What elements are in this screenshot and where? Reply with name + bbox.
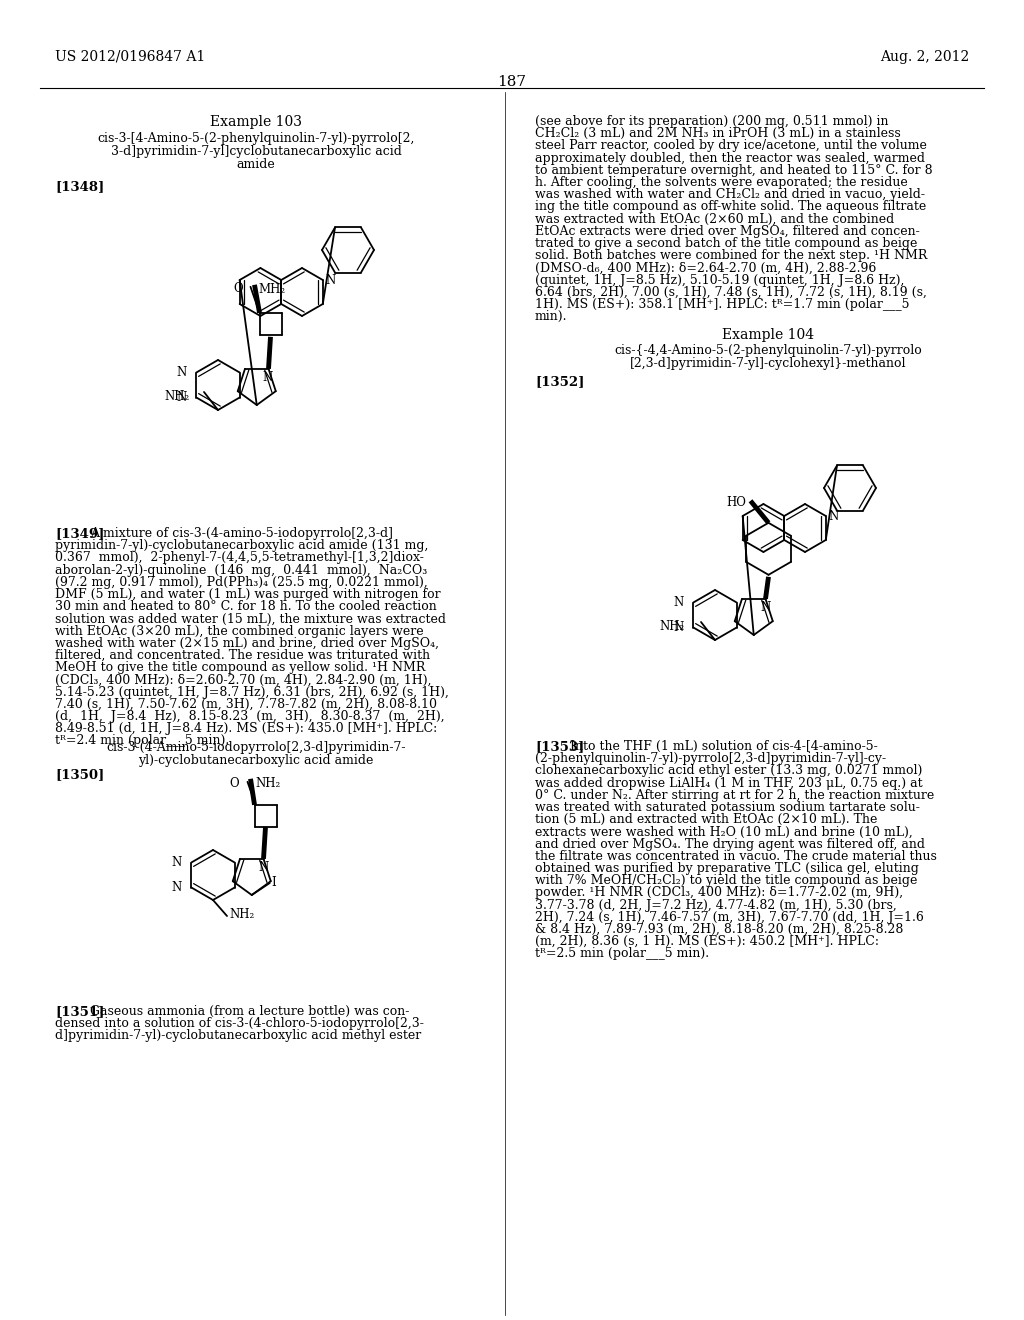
Text: O: O: [229, 777, 239, 791]
Text: (see above for its preparation) (200 mg, 0.511 mmol) in: (see above for its preparation) (200 mg,…: [535, 115, 889, 128]
Text: Example 104: Example 104: [722, 327, 814, 342]
Text: US 2012/0196847 A1: US 2012/0196847 A1: [55, 50, 205, 63]
Text: h. After cooling, the solvents were evaporated; the residue: h. After cooling, the solvents were evap…: [535, 176, 907, 189]
Text: 6.64 (brs, 2H), 7.00 (s, 1H), 7.48 (s, 1H), 7.72 (s, 1H), 8.19 (s,: 6.64 (brs, 2H), 7.00 (s, 1H), 7.48 (s, 1…: [535, 286, 927, 298]
Text: Into the THF (1 mL) solution of cis-4-[4-amino-5-: Into the THF (1 mL) solution of cis-4-[4…: [570, 741, 878, 752]
Text: (m, 2H), 8.36 (s, 1 H). MS (ES+): 450.2 [MH⁺]. HPLC:: (m, 2H), 8.36 (s, 1 H). MS (ES+): 450.2 …: [535, 935, 879, 948]
Text: cis-3-(4-Amino-5-iodopyrrolo[2,3-d]pyrimidin-7-: cis-3-(4-Amino-5-iodopyrrolo[2,3-d]pyrim…: [106, 741, 406, 754]
Text: [1348]: [1348]: [55, 180, 104, 193]
Text: with 7% MeOH/CH₂Cl₂) to yield the title compound as beige: with 7% MeOH/CH₂Cl₂) to yield the title …: [535, 874, 918, 887]
Text: washed with water (2×15 mL) and brine, dried over MgSO₄,: washed with water (2×15 mL) and brine, d…: [55, 636, 439, 649]
Text: Gaseous ammonia (from a lecture bottle) was con-: Gaseous ammonia (from a lecture bottle) …: [90, 1005, 410, 1018]
Text: 187: 187: [498, 75, 526, 88]
Text: 7.40 (s, 1H), 7.50-7.62 (m, 3H), 7.78-7.82 (m, 2H), 8.08-8.10: 7.40 (s, 1H), 7.50-7.62 (m, 3H), 7.78-7.…: [55, 698, 437, 710]
Text: filtered, and concentrated. The residue was triturated with: filtered, and concentrated. The residue …: [55, 649, 430, 663]
Text: to ambient temperature overnight, and heated to 115° C. for 8: to ambient temperature overnight, and he…: [535, 164, 933, 177]
Text: approximately doubled, then the reactor was sealed, warmed: approximately doubled, then the reactor …: [535, 152, 925, 165]
Text: N: N: [176, 366, 186, 379]
Text: amide: amide: [237, 158, 275, 172]
Text: N: N: [171, 855, 181, 869]
Text: (quintet, 1H, J=8.5 Hz), 5.10-5.19 (quintet, 1H, J=8.6 Hz),: (quintet, 1H, J=8.5 Hz), 5.10-5.19 (quin…: [535, 273, 904, 286]
Text: obtained was purified by preparative TLC (silica gel, eluting: obtained was purified by preparative TLC…: [535, 862, 919, 875]
Text: [1349]: [1349]: [55, 527, 104, 540]
Text: was treated with saturated potassium sodium tartarate solu-: was treated with saturated potassium sod…: [535, 801, 920, 814]
Text: cis-3-[4-Amino-5-(2-phenylquinolin-7-yl)-pyrrolo[2,: cis-3-[4-Amino-5-(2-phenylquinolin-7-yl)…: [97, 132, 415, 145]
Text: steel Parr reactor, cooled by dry ice/acetone, until the volume: steel Parr reactor, cooled by dry ice/ac…: [535, 140, 927, 152]
Text: N: N: [171, 880, 181, 894]
Text: NH₂: NH₂: [256, 776, 281, 789]
Text: densed into a solution of cis-3-(4-chloro-5-iodopyrrolo[2,3-: densed into a solution of cis-3-(4-chlor…: [55, 1018, 424, 1030]
Text: [1351]: [1351]: [55, 1005, 104, 1018]
Text: 8.49-8.51 (d, 1H, J=8.4 Hz). MS (ES+): 435.0 [MH⁺]. HPLC:: 8.49-8.51 (d, 1H, J=8.4 Hz). MS (ES+): 4…: [55, 722, 437, 735]
Text: 1H). MS (ES+): 358.1 [MH⁺]. HPLC: tᴿ=1.7 min (polar___5: 1H). MS (ES+): 358.1 [MH⁺]. HPLC: tᴿ=1.7…: [535, 298, 909, 312]
Text: was washed with water and CH₂Cl₂ and dried in vacuo, yield-: was washed with water and CH₂Cl₂ and dri…: [535, 189, 925, 201]
Text: 3-d]pyrimidin-7-yl]cyclobutanecarboxylic acid: 3-d]pyrimidin-7-yl]cyclobutanecarboxylic…: [111, 145, 401, 158]
Text: N: N: [258, 861, 268, 874]
Text: HO: HO: [727, 496, 746, 510]
Text: MH₂: MH₂: [258, 282, 286, 296]
Text: tᴿ=2.4 min (polar___5 min).: tᴿ=2.4 min (polar___5 min).: [55, 734, 229, 747]
Text: O: O: [232, 282, 243, 296]
Text: N: N: [828, 510, 839, 523]
Text: extracts were washed with H₂O (10 mL) and brine (10 mL),: extracts were washed with H₂O (10 mL) an…: [535, 825, 912, 838]
Text: d]pyrimidin-7-yl)-cyclobutanecarboxylic acid methyl ester: d]pyrimidin-7-yl)-cyclobutanecarboxylic …: [55, 1030, 421, 1043]
Text: with EtOAc (3×20 mL), the combined organic layers were: with EtOAc (3×20 mL), the combined organ…: [55, 624, 424, 638]
Text: solid. Both batches were combined for the next step. ¹H NMR: solid. Both batches were combined for th…: [535, 249, 928, 263]
Text: CH₂Cl₂ (3 mL) and 2M NH₃ in iPrOH (3 mL) in a stainless: CH₂Cl₂ (3 mL) and 2M NH₃ in iPrOH (3 mL)…: [535, 127, 901, 140]
Text: and dried over MgSO₄. The drying agent was filtered off, and: and dried over MgSO₄. The drying agent w…: [535, 838, 925, 850]
Text: [1350]: [1350]: [55, 768, 104, 781]
Text: (97.2 mg, 0.917 mmol), Pd(PPh₃)₄ (25.5 mg, 0.0221 mmol),: (97.2 mg, 0.917 mmol), Pd(PPh₃)₄ (25.5 m…: [55, 576, 428, 589]
Text: (CDCl₃, 400 MHz): δ=2.60-2.70 (m, 4H), 2.84-2.90 (m, 1H),: (CDCl₃, 400 MHz): δ=2.60-2.70 (m, 4H), 2…: [55, 673, 431, 686]
Text: [2,3-d]pyrimidin-7-yl]-cyclohexyl}-methanol: [2,3-d]pyrimidin-7-yl]-cyclohexyl}-metha…: [630, 356, 906, 370]
Text: pyrimidin-7-yl)-cyclobutanecarboxylic acid amide (131 mg,: pyrimidin-7-yl)-cyclobutanecarboxylic ac…: [55, 539, 428, 552]
Text: the filtrate was concentrated in vacuo. The crude material thus: the filtrate was concentrated in vacuo. …: [535, 850, 937, 863]
Text: ing the title compound as off-white solid. The aqueous filtrate: ing the title compound as off-white soli…: [535, 201, 927, 214]
Text: (DMSO-d₆, 400 MHz): δ=2.64-2.70 (m, 4H), 2.88-2.96: (DMSO-d₆, 400 MHz): δ=2.64-2.70 (m, 4H),…: [535, 261, 877, 275]
Text: N: N: [176, 391, 186, 404]
Text: N: N: [761, 601, 771, 614]
Text: was extracted with EtOAc (2×60 mL), and the combined: was extracted with EtOAc (2×60 mL), and …: [535, 213, 894, 226]
Text: 30 min and heated to 80° C. for 18 h. To the cooled reaction: 30 min and heated to 80° C. for 18 h. To…: [55, 601, 437, 614]
Text: I: I: [271, 876, 276, 890]
Text: (2-phenylquinolin-7-yl)-pyrrolo[2,3-d]pyrimidin-7-yl]-cy-: (2-phenylquinolin-7-yl)-pyrrolo[2,3-d]py…: [535, 752, 886, 766]
Text: tion (5 mL) and extracted with EtOAc (2×10 mL). The: tion (5 mL) and extracted with EtOAc (2×…: [535, 813, 878, 826]
Text: N: N: [673, 597, 683, 609]
Text: cis-{-4,4-Amino-5-(2-phenylquinolin-7-yl)-pyrrolo: cis-{-4,4-Amino-5-(2-phenylquinolin-7-yl…: [614, 345, 922, 356]
Text: tᴿ=2.5 min (polar___5 min).: tᴿ=2.5 min (polar___5 min).: [535, 948, 710, 961]
Text: was added dropwise LiAlH₄ (1 M in THF, 203 μL, 0.75 eq.) at: was added dropwise LiAlH₄ (1 M in THF, 2…: [535, 776, 923, 789]
Text: (d,  1H,  J=8.4  Hz),  8.15-8.23  (m,  3H),  8.30-8.37  (m,  2H),: (d, 1H, J=8.4 Hz), 8.15-8.23 (m, 3H), 8.…: [55, 710, 444, 723]
Text: MeOH to give the title compound as yellow solid. ¹H NMR: MeOH to give the title compound as yello…: [55, 661, 425, 675]
Text: NH₂: NH₂: [229, 908, 254, 920]
Text: Example 103: Example 103: [210, 115, 302, 129]
Text: N: N: [326, 273, 336, 286]
Text: DMF (5 mL), and water (1 mL) was purged with nitrogen for: DMF (5 mL), and water (1 mL) was purged …: [55, 587, 440, 601]
Text: powder. ¹H NMR (CDCl₃, 400 MHz): δ=1.77-2.02 (m, 9H),: powder. ¹H NMR (CDCl₃, 400 MHz): δ=1.77-…: [535, 887, 903, 899]
Text: aborolan-2-yl)-quinoline  (146  mg,  0.441  mmol),  Na₂CO₃: aborolan-2-yl)-quinoline (146 mg, 0.441 …: [55, 564, 427, 577]
Text: Aug. 2, 2012: Aug. 2, 2012: [880, 50, 969, 63]
Text: A mixture of cis-3-(4-amino-5-iodopyrrolo[2,3-d]: A mixture of cis-3-(4-amino-5-iodopyrrol…: [90, 527, 393, 540]
Text: EtOAc extracts were dried over MgSO₄, filtered and concen-: EtOAc extracts were dried over MgSO₄, fi…: [535, 224, 920, 238]
Text: N: N: [673, 620, 683, 634]
Text: 3.77-3.78 (d, 2H, J=7.2 Hz), 4.77-4.82 (m, 1H), 5.30 (brs,: 3.77-3.78 (d, 2H, J=7.2 Hz), 4.77-4.82 (…: [535, 899, 897, 912]
Text: 2H), 7.24 (s, 1H), 7.46-7.57 (m, 3H), 7.67-7.70 (dd, 1H, J=1.6: 2H), 7.24 (s, 1H), 7.46-7.57 (m, 3H), 7.…: [535, 911, 924, 924]
Text: NH₂: NH₂: [165, 389, 190, 403]
Text: 0° C. under N₂. After stirring at rt for 2 h, the reaction mixture: 0° C. under N₂. After stirring at rt for…: [535, 789, 934, 801]
Text: [1352]: [1352]: [535, 375, 585, 388]
Text: trated to give a second batch of the title compound as beige: trated to give a second batch of the tit…: [535, 238, 918, 249]
Text: & 8.4 Hz), 7.89-7.93 (m, 2H), 8.18-8.20 (m, 2H), 8.25-8.28: & 8.4 Hz), 7.89-7.93 (m, 2H), 8.18-8.20 …: [535, 923, 903, 936]
Text: [1353]: [1353]: [535, 741, 585, 752]
Text: min).: min).: [535, 310, 567, 323]
Text: 0.367  mmol),  2-phenyl-7-(4,4,5,5-tetramethyl-[1,3,2]diox-: 0.367 mmol), 2-phenyl-7-(4,4,5,5-tetrame…: [55, 552, 424, 565]
Text: 5.14-5.23 (quintet, 1H, J=8.7 Hz), 6.31 (brs, 2H), 6.92 (s, 1H),: 5.14-5.23 (quintet, 1H, J=8.7 Hz), 6.31 …: [55, 685, 449, 698]
Text: yl)-cyclobutanecarboxylic acid amide: yl)-cyclobutanecarboxylic acid amide: [138, 754, 374, 767]
Text: NH₂: NH₂: [659, 619, 685, 632]
Text: N: N: [262, 371, 272, 384]
Text: clohexanecarboxylic acid ethyl ester (13.3 mg, 0.0271 mmol): clohexanecarboxylic acid ethyl ester (13…: [535, 764, 923, 777]
Text: solution was added water (15 mL), the mixture was extracted: solution was added water (15 mL), the mi…: [55, 612, 446, 626]
